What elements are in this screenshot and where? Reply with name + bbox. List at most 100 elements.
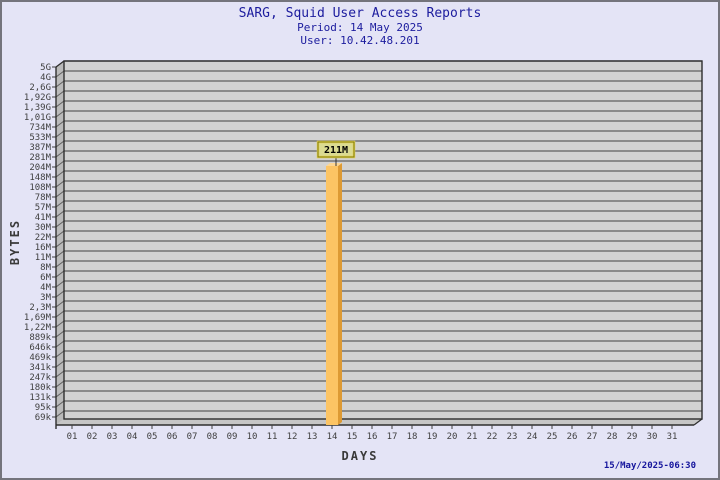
y-tick-diagonal xyxy=(55,230,65,238)
x-axis-tick-label: 10 xyxy=(247,432,258,442)
x-axis-tick-label: 26 xyxy=(567,432,578,442)
plot-frame xyxy=(63,60,703,420)
y-tick-diagonal xyxy=(55,330,65,338)
y-axis-tick-label: 95k xyxy=(35,403,52,413)
x-axis-tick-label: 22 xyxy=(487,432,498,442)
y-tick-diagonal xyxy=(55,280,65,288)
y-tick-diagonal xyxy=(55,310,65,318)
y-tick-diagonal xyxy=(55,250,65,258)
y-tick-diagonal xyxy=(55,300,65,308)
x-axis-tick-label: 01 xyxy=(67,432,78,442)
x-axis-tick-label: 11 xyxy=(267,432,278,442)
y-axis-tick-label: 247k xyxy=(29,373,51,383)
x-axis-title: DAYS xyxy=(341,449,379,463)
y-axis-tick-label: 41M xyxy=(35,213,52,223)
y-tick-diagonal xyxy=(55,340,65,348)
x-axis-tick-label: 30 xyxy=(647,432,658,442)
chart-user-subtitle: User: 10.42.48.201 xyxy=(300,34,420,47)
x-axis-tick-label: 16 xyxy=(367,432,378,442)
y-tick-diagonal xyxy=(55,380,65,388)
bar-side-face xyxy=(338,163,342,425)
y-tick-diagonal xyxy=(55,190,65,198)
y-axis-tick-label: 2,6G xyxy=(29,83,51,93)
x-axis-tick-label: 19 xyxy=(427,432,438,442)
y-tick-diagonal xyxy=(55,80,65,88)
y-axis-tick-label: 469k xyxy=(29,353,51,363)
x-axis-tick-label: 15 xyxy=(347,432,358,442)
plot-back-wall xyxy=(64,61,702,419)
y-axis-tick-label: 57M xyxy=(35,203,52,213)
y-axis-tick-label: 2,3M xyxy=(29,303,51,313)
bar-value-label: 211M xyxy=(324,145,348,156)
frame-top-diagonal xyxy=(55,60,65,68)
y-tick-diagonal xyxy=(55,400,65,408)
y-tick-diagonal xyxy=(55,120,65,128)
y-axis-tick-label: 78M xyxy=(35,193,52,203)
y-axis-tick-label: 5G xyxy=(40,63,51,73)
x-axis-tick-label: 14 xyxy=(327,432,338,442)
x-axis-tick-label: 25 xyxy=(547,432,558,442)
y-tick-diagonal xyxy=(55,200,65,208)
y-axis-tick-label: 204M xyxy=(29,163,51,173)
x-axis-tick-label: 27 xyxy=(587,432,598,442)
y-axis-tick-label: 889k xyxy=(29,333,51,343)
y-axis-tick-label: 281M xyxy=(29,153,51,163)
y-axis-tick-label: 108M xyxy=(29,183,51,193)
x-axis-tick-label: 09 xyxy=(227,432,238,442)
annotation-box-border xyxy=(317,141,355,158)
y-tick-diagonal xyxy=(55,260,65,268)
y-tick-diagonal xyxy=(55,100,65,108)
y-axis-tick-label: 1,69M xyxy=(24,313,52,323)
y-axis-tick-label: 1,39G xyxy=(24,103,51,113)
y-tick-diagonal xyxy=(55,320,65,328)
x-axis-tick-label: 17 xyxy=(387,432,398,442)
y-axis-title: BYTES xyxy=(8,218,22,266)
x-axis-tick-label: 06 xyxy=(167,432,178,442)
y-axis-tick-label: 22M xyxy=(35,233,52,243)
bar-top-face xyxy=(326,163,342,166)
x-axis-tick-label: 12 xyxy=(287,432,298,442)
y-tick-diagonal xyxy=(55,290,65,298)
y-tick-diagonal xyxy=(55,110,65,118)
y-axis-tick-label: 11M xyxy=(35,253,52,263)
y-tick-diagonal xyxy=(55,410,65,418)
y-axis-tick-label: 4M xyxy=(40,283,51,293)
y-tick-diagonal xyxy=(55,210,65,218)
x-axis-tick-label: 08 xyxy=(207,432,218,442)
x-axis-tick-label: 18 xyxy=(407,432,418,442)
y-tick-diagonal xyxy=(55,140,65,148)
x-axis-tick-label: 04 xyxy=(127,432,138,442)
x-axis-tick-label: 20 xyxy=(447,432,458,442)
y-axis-tick-label: 131k xyxy=(29,393,51,403)
y-tick-diagonal xyxy=(55,90,65,98)
y-axis-tick-label: 3M xyxy=(40,293,51,303)
y-axis-tick-label: 1,22M xyxy=(24,323,52,333)
y-axis-tick-label: 148M xyxy=(29,173,51,183)
y-axis-tick-label: 1,92G xyxy=(24,93,51,103)
y-tick-diagonal xyxy=(55,390,65,398)
x-axis-tick-label: 05 xyxy=(147,432,158,442)
y-axis-tick-label: 180k xyxy=(29,383,51,393)
y-axis-tick-label: 8M xyxy=(40,263,51,273)
x-axis-tick-label: 23 xyxy=(507,432,518,442)
frame-bottom-diagonal xyxy=(693,418,703,426)
generated-timestamp: 15/May/2025-06:30 xyxy=(603,461,696,471)
y-tick-diagonal xyxy=(55,370,65,378)
y-tick-diagonal xyxy=(55,70,65,78)
y-tick-diagonal xyxy=(55,150,65,158)
y-tick-diagonal xyxy=(55,220,65,228)
bar-front-face xyxy=(326,166,338,425)
y-axis-tick-label: 16M xyxy=(35,243,52,253)
chart-header: SARG, Squid User Access Reports Period: … xyxy=(2,6,718,47)
x-axis-tick-label: 13 xyxy=(307,432,318,442)
y-axis-tick-label: 1,01G xyxy=(24,113,51,123)
chart-title: SARG, Squid User Access Reports xyxy=(238,6,482,21)
y-axis-tick-label: 6M xyxy=(40,273,51,283)
y-axis-tick-label: 734M xyxy=(29,123,51,133)
x-axis-tick-label: 24 xyxy=(527,432,538,442)
x-axis-tick-label: 29 xyxy=(627,432,638,442)
x-axis-tick-label: 28 xyxy=(607,432,618,442)
plot-floor xyxy=(56,419,702,425)
